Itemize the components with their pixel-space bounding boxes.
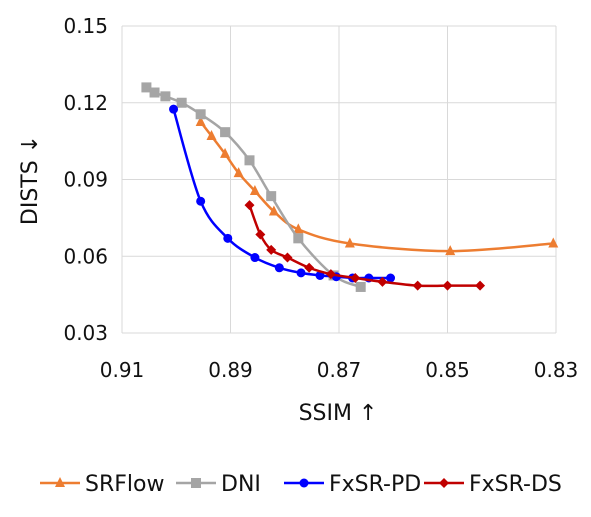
data-point	[412, 280, 423, 291]
data-point	[293, 223, 304, 234]
x-tick-label: 0.83	[534, 358, 579, 382]
series-fxsr-ds	[244, 200, 486, 291]
data-point	[355, 281, 366, 292]
data-point	[344, 237, 355, 248]
legend-entry: FxSR-DS	[424, 472, 562, 497]
legend-entry: SRFlow	[40, 472, 164, 497]
x-axis-title: SSIM ↑	[299, 401, 378, 426]
data-point	[220, 147, 231, 158]
legend-entry: FxSR-PD	[284, 472, 421, 497]
data-point	[141, 82, 152, 93]
data-point	[266, 244, 277, 255]
x-tick-label: 0.87	[317, 358, 362, 382]
data-point	[266, 191, 277, 202]
series-line	[199, 121, 554, 253]
data-point	[195, 109, 206, 120]
data-point	[350, 272, 361, 283]
data-point	[149, 87, 160, 98]
legend-marker	[299, 478, 309, 488]
data-point	[195, 115, 206, 126]
data-point	[249, 185, 260, 196]
data-point	[244, 200, 255, 211]
data-point	[255, 229, 266, 240]
data-point	[386, 273, 396, 283]
data-point	[169, 104, 179, 114]
legend-marker	[55, 477, 65, 487]
data-point	[206, 130, 217, 141]
y-tick-label: 0.06	[63, 244, 108, 268]
x-tick-label: 0.89	[208, 358, 253, 382]
data-point	[442, 280, 453, 291]
legend-label: DNI	[221, 472, 261, 497]
data-point	[475, 280, 486, 291]
data-point	[160, 91, 171, 102]
data-point	[223, 233, 233, 243]
data-point	[244, 155, 255, 166]
data-point	[250, 253, 260, 263]
y-tick-label: 0.09	[63, 168, 108, 192]
data-point	[220, 127, 231, 138]
x-tick-label: 0.91	[100, 358, 145, 382]
data-point	[377, 276, 388, 287]
legend-label: FxSR-DS	[469, 472, 562, 497]
legend-entry: DNI	[176, 472, 261, 497]
data-point	[548, 237, 559, 248]
y-tick-labels: 0.03 0.06 0.09 0.12 0.15	[63, 14, 108, 345]
y-tick-label: 0.03	[63, 321, 108, 345]
data-point	[268, 205, 279, 216]
series-line	[172, 108, 391, 280]
x-tick-label: 0.85	[425, 358, 470, 382]
legend-label: SRFlow	[85, 472, 164, 497]
series-layer	[141, 82, 559, 292]
data-point	[293, 233, 304, 244]
legend-marker	[191, 478, 201, 488]
legend: SRFlow DNI FxSR-PD FxSR-DS	[40, 472, 562, 497]
legend-marker	[439, 478, 449, 488]
legend-label: FxSR-PD	[329, 472, 421, 497]
data-point	[282, 252, 293, 263]
y-axis-title: DISTS ↓	[18, 135, 43, 225]
data-point	[304, 262, 315, 273]
y-tick-label: 0.12	[63, 91, 108, 115]
y-tick-label: 0.15	[63, 14, 108, 38]
data-point	[296, 268, 306, 278]
data-point	[196, 196, 206, 206]
series-srflow	[195, 115, 559, 256]
data-point	[176, 97, 187, 108]
gridlines	[121, 25, 557, 334]
data-point	[445, 245, 456, 256]
data-point	[233, 167, 244, 178]
data-point	[274, 263, 284, 273]
x-tick-labels: 0.91 0.89 0.87 0.85 0.83	[100, 358, 579, 382]
data-point	[325, 269, 336, 280]
